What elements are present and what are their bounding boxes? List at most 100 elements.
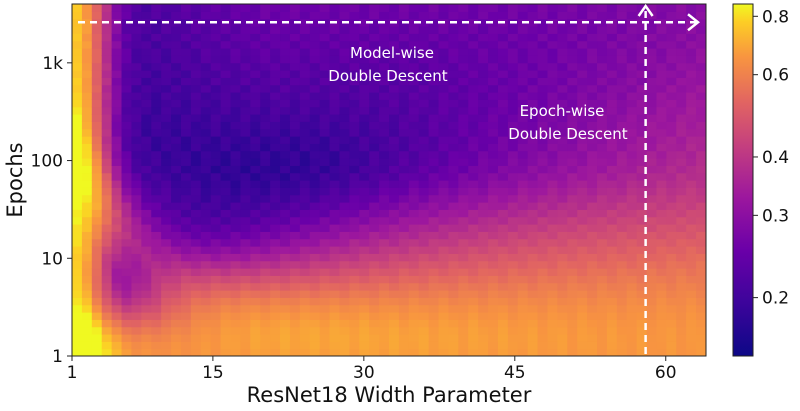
heatmap-cell [507, 143, 519, 152]
heatmap-cell [408, 194, 420, 203]
heatmap-cell [131, 33, 142, 42]
heatmap-cell [428, 26, 440, 34]
heatmap-cell [626, 4, 638, 12]
heatmap-cell [389, 290, 400, 298]
heatmap-cell [626, 180, 638, 188]
heatmap-cell [398, 216, 410, 225]
heatmap-cell [121, 121, 133, 130]
heatmap-cell [626, 260, 638, 269]
heatmap-cell [359, 312, 370, 320]
heatmap-cell [111, 304, 123, 313]
heatmap-cell [260, 121, 271, 130]
heatmap-cell [398, 209, 410, 218]
heatmap-cell [488, 48, 499, 56]
heatmap-cell [260, 312, 271, 320]
heatmap-cell [606, 275, 618, 284]
heatmap-cell [171, 187, 182, 196]
heatmap-cell [190, 246, 202, 254]
heatmap-cell [91, 194, 103, 203]
heatmap-cell [448, 70, 459, 78]
heatmap-cell [389, 260, 400, 269]
heatmap-cell [101, 180, 113, 188]
heatmap-cell [478, 48, 489, 56]
heatmap-cell [121, 224, 133, 232]
heatmap-cell [299, 26, 311, 34]
heatmap-cell [517, 106, 529, 115]
heatmap-cell [567, 11, 578, 20]
heatmap-cell [428, 128, 440, 137]
heatmap-cell [309, 312, 321, 320]
heatmap-cell [339, 158, 350, 166]
heatmap-cell [339, 209, 350, 218]
heatmap-cell [121, 202, 133, 210]
heatmap-cell [111, 62, 123, 71]
heatmap-cell [408, 202, 420, 210]
heatmap-cell [369, 48, 380, 56]
heatmap-cell [577, 275, 588, 284]
heatmap-cell [636, 187, 648, 196]
heatmap-cell [72, 55, 83, 64]
heatmap-cell [359, 231, 370, 240]
heatmap-cell [567, 114, 578, 122]
heatmap-cell [220, 150, 232, 159]
heatmap-cell [577, 326, 588, 335]
heatmap-cell [101, 121, 113, 130]
heatmap-cell [101, 158, 113, 166]
heatmap-cell [676, 40, 687, 49]
heatmap-cell [398, 114, 410, 122]
heatmap-cell [339, 231, 350, 240]
heatmap-cell [171, 260, 182, 269]
heatmap-cell [686, 297, 697, 306]
heatmap-cell [587, 246, 598, 254]
heatmap-cell [606, 268, 618, 276]
heatmap-cell [200, 268, 212, 276]
heatmap-cell [379, 282, 390, 291]
heatmap-cell [260, 290, 271, 298]
heatmap-cell [567, 246, 578, 254]
heatmap-cell [210, 216, 222, 225]
heatmap-cell [597, 55, 608, 64]
heatmap-cell [527, 253, 539, 262]
heatmap-cell [686, 275, 697, 284]
heatmap-cell [329, 202, 341, 210]
heatmap-cell [369, 121, 380, 130]
heatmap-cell [527, 282, 539, 291]
heatmap-cell [398, 194, 410, 203]
heatmap-cell [151, 99, 162, 108]
heatmap-cell [220, 121, 232, 130]
heatmap-cell [666, 319, 677, 328]
heatmap-cell [369, 319, 380, 328]
heatmap-cell [309, 150, 321, 159]
heatmap-cell [646, 62, 658, 71]
heatmap-cell [72, 114, 83, 122]
heatmap-cell [200, 304, 212, 313]
heatmap-cell [517, 224, 529, 232]
heatmap-cell [141, 304, 152, 313]
heatmap-cell [438, 121, 450, 130]
heatmap-cell [616, 128, 628, 137]
heatmap-cell [686, 194, 697, 203]
heatmap-cell [339, 4, 350, 12]
heatmap-cell [101, 224, 113, 232]
heatmap-cell [289, 253, 301, 262]
heatmap-cell [230, 4, 242, 12]
heatmap-cell [448, 121, 459, 130]
heatmap-cell [161, 260, 172, 269]
heatmap-cell [200, 290, 212, 298]
heatmap-cell [180, 172, 192, 181]
heatmap-cell [497, 253, 509, 262]
heatmap-cell [280, 26, 291, 34]
heatmap-cell [527, 143, 539, 152]
heatmap-cell [636, 275, 648, 284]
heatmap-cell [200, 216, 212, 225]
heatmap-cell [507, 136, 519, 144]
heatmap-cell [339, 180, 350, 188]
heatmap-cell [299, 297, 311, 306]
heatmap-cell [398, 172, 410, 181]
heatmap-cell [656, 114, 667, 122]
heatmap-cell [260, 334, 271, 342]
heatmap-cell [309, 136, 321, 144]
heatmap-cell [141, 209, 152, 218]
heatmap-cell [696, 180, 706, 188]
heatmap-cell [171, 55, 182, 64]
